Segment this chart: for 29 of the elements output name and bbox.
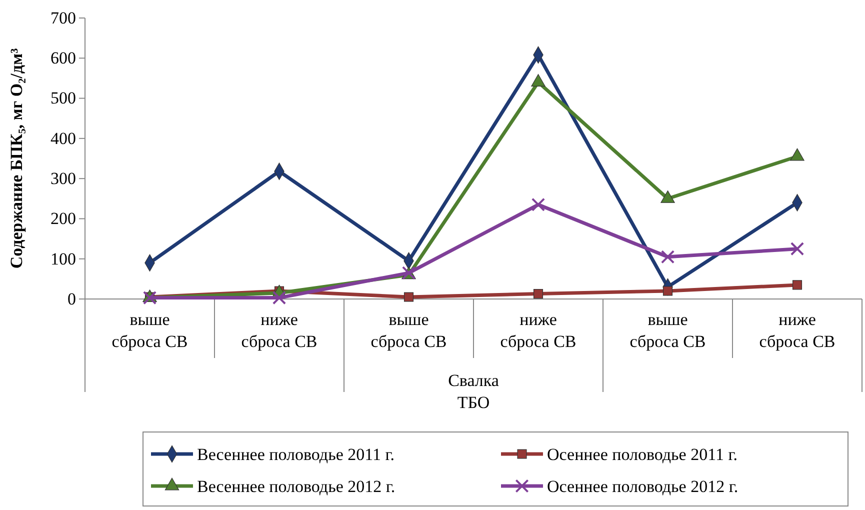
point	[142, 290, 157, 305]
legend-label: Весеннее половодье 2012 г.	[197, 477, 396, 496]
x-tick-label: выше сброса СВ	[370, 310, 447, 351]
x-tick-label: ниже сброса СВ	[500, 310, 576, 351]
point	[533, 289, 544, 299]
point	[662, 286, 673, 296]
x-tick-label: ниже сброса СВ	[759, 310, 836, 351]
point	[792, 280, 802, 290]
point	[660, 250, 675, 264]
y-tick-label: 100	[50, 249, 76, 268]
legend-label: Осеннее половодье 2011 г.	[547, 445, 738, 464]
y-tick-label: 200	[50, 209, 76, 228]
y-tick-label: 0	[68, 289, 76, 308]
y-tick-label: 400	[50, 128, 76, 148]
x-tick-label: выше сброса СВ	[112, 310, 188, 351]
text: Свалка ТБО	[448, 371, 500, 412]
legend-label: Осеннее половодье 2012 г.	[547, 477, 738, 496]
y-tick-label: 700	[50, 8, 76, 28]
y-tick-label: 600	[50, 48, 76, 68]
point	[790, 242, 804, 256]
y-axis-title: Содержание БПК₅, мг O₂/дм³	[7, 48, 26, 269]
x-tick-label: ниже сброса СВ	[241, 310, 318, 351]
y-tick-label: 500	[50, 88, 76, 108]
legend-label: Весеннее половодье 2011 г.	[197, 445, 395, 464]
x-tick-label: выше сброса СВ	[630, 310, 706, 351]
point	[272, 290, 286, 305]
point	[404, 292, 414, 302]
y-tick-label: 300	[50, 169, 76, 188]
point	[531, 198, 546, 212]
